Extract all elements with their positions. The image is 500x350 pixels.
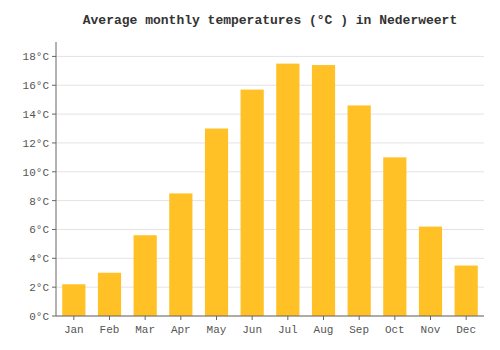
y-tick — [52, 114, 56, 115]
x-tick-label: Aug — [314, 324, 334, 336]
bar — [383, 157, 406, 316]
grid-line — [56, 316, 484, 317]
y-tick-label: 12°C — [23, 138, 50, 150]
grid-line — [56, 114, 484, 115]
y-tick-label: 4°C — [29, 253, 49, 265]
y-axis: 0°C 2°C 4°C 6°C 8°C 10°C 12°C 14°C 16°C 18°C — [23, 42, 56, 323]
x-tick-label: Apr — [171, 324, 191, 336]
grid-line — [56, 85, 484, 86]
bar — [98, 273, 121, 316]
y-tick — [52, 200, 56, 201]
x-tick — [145, 316, 146, 320]
bar — [348, 105, 371, 316]
x-tick — [287, 316, 288, 320]
y-tick — [52, 316, 56, 317]
chart-title: Average monthly temperatures (°C ) in Ne… — [83, 13, 457, 28]
y-tick-label: 0°C — [29, 311, 49, 323]
grid-line — [56, 56, 484, 57]
grid-line — [56, 200, 484, 201]
x-tick-label: Jan — [64, 324, 84, 336]
chart-container: Average monthly temperatures (°C ) in Ne… — [0, 0, 500, 350]
y-tick-label: 6°C — [29, 224, 49, 236]
bar — [312, 65, 335, 316]
y-tick-label: 2°C — [29, 282, 49, 294]
bar — [419, 227, 442, 316]
x-tick — [430, 316, 431, 320]
y-tick — [52, 171, 56, 172]
x-axis: Jan Feb Mar Apr May Jun Jul Aug Sep Oct Nov Dec — [56, 316, 484, 336]
x-tick — [216, 316, 217, 320]
x-tick-label: Feb — [100, 324, 120, 336]
x-tick — [394, 316, 395, 320]
y-tick-label: 14°C — [23, 109, 50, 121]
y-tick-label: 10°C — [23, 167, 50, 179]
bar — [241, 90, 264, 316]
y-tick-label: 16°C — [23, 80, 50, 92]
grid-line — [56, 171, 484, 172]
x-tick-label: Oct — [385, 324, 405, 336]
bar — [169, 193, 192, 316]
chart-svg: Average monthly temperatures (°C ) in Ne… — [0, 0, 500, 350]
x-tick — [466, 316, 467, 320]
x-tick — [73, 316, 74, 320]
x-tick-label: Jul — [278, 324, 298, 336]
bar — [134, 235, 157, 316]
x-tick-label: May — [207, 324, 227, 336]
x-axis-line — [56, 316, 484, 317]
y-tick-label: 18°C — [23, 51, 50, 63]
x-tick — [252, 316, 253, 320]
bars — [62, 64, 478, 316]
y-tick — [52, 229, 56, 230]
x-tick-label: Dec — [456, 324, 476, 336]
bar — [276, 64, 299, 316]
y-tick-label: 8°C — [29, 196, 49, 208]
bar — [205, 129, 228, 316]
x-tick — [359, 316, 360, 320]
x-tick — [180, 316, 181, 320]
y-tick — [52, 85, 56, 86]
x-tick-label: Nov — [421, 324, 441, 336]
y-tick — [52, 258, 56, 259]
y-tick — [52, 287, 56, 288]
y-axis-line — [56, 42, 57, 316]
x-tick-label: Sep — [349, 324, 369, 336]
y-tick — [52, 142, 56, 143]
y-tick — [52, 56, 56, 57]
bar — [455, 266, 478, 316]
x-tick — [323, 316, 324, 320]
x-tick-label: Jun — [242, 324, 262, 336]
grid — [56, 56, 484, 316]
bar — [62, 284, 85, 316]
grid-line — [56, 142, 484, 143]
x-tick — [109, 316, 110, 320]
x-tick-label: Mar — [135, 324, 155, 336]
